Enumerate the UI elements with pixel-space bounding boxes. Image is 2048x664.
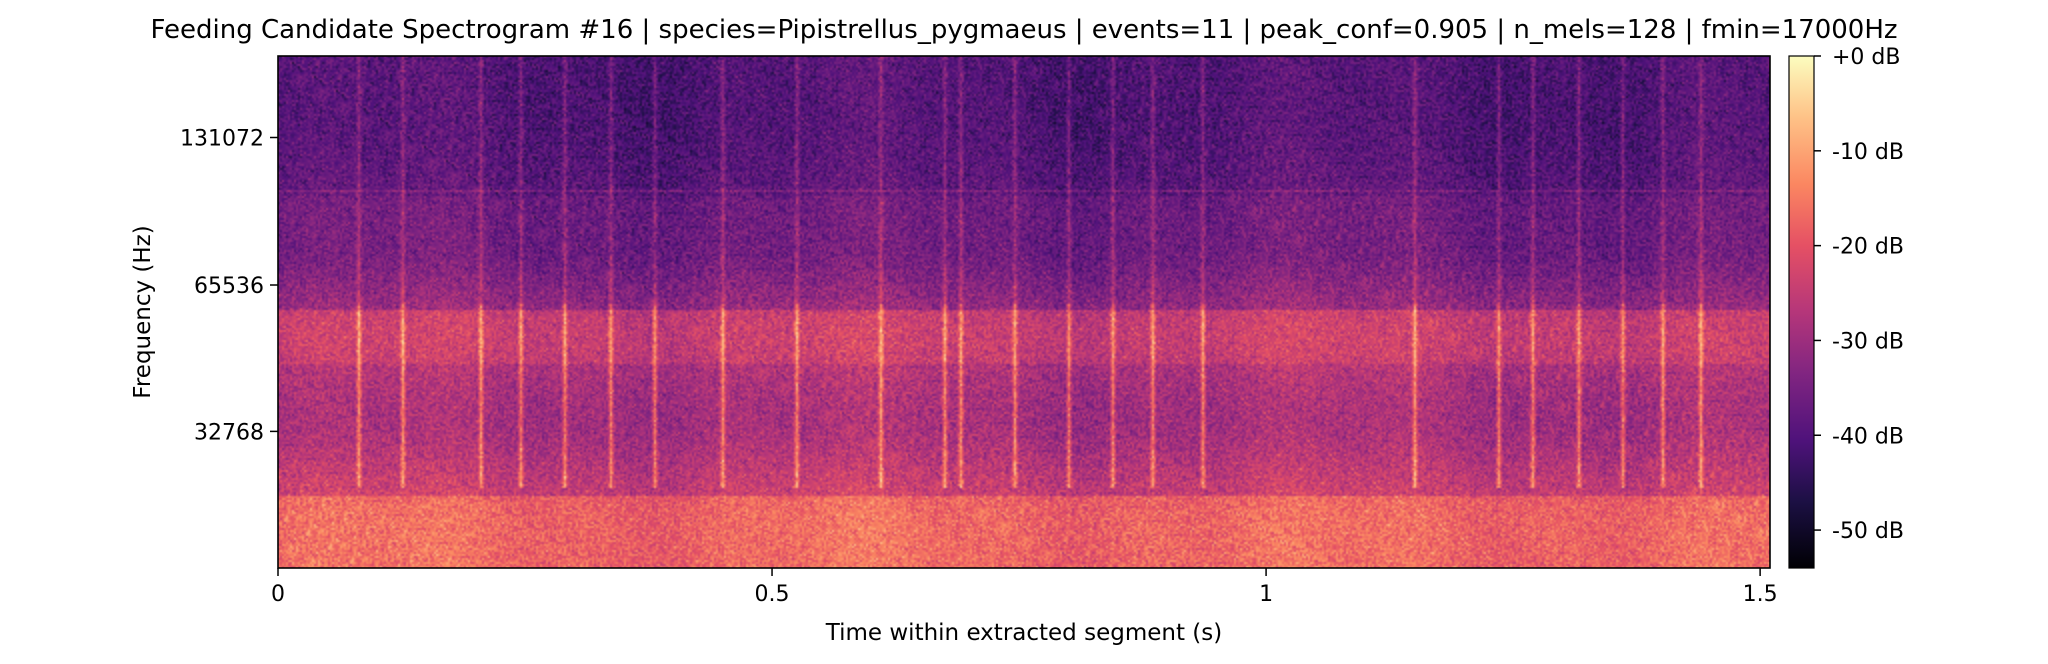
spectrogram-heatmap <box>278 56 1770 568</box>
plot-frame <box>277 55 1771 569</box>
spectrogram-plot: 0 0.5 1 1.5 32768 65536 131072 <box>180 55 1778 607</box>
y-tick-label: 131072 <box>180 127 264 152</box>
x-tick-label: 0 <box>271 582 285 607</box>
colorbar-tick-label: -40 dB <box>1832 424 1904 449</box>
colorbar-tick-label: -50 dB <box>1832 519 1904 544</box>
chart-title: Feeding Candidate Spectrogram #16 | spec… <box>150 15 1897 45</box>
y-axis-label: Frequency (Hz) <box>130 225 156 398</box>
y-tick-label: 65536 <box>194 274 264 299</box>
colorbar-ticks: +0 dB -10 dB -20 dB -30 dB -40 dB -50 dB <box>1814 45 1904 544</box>
colorbar: +0 dB -10 dB -20 dB -30 dB -40 dB -50 dB <box>1788 45 1904 569</box>
colorbar-tick-label: +0 dB <box>1832 45 1900 70</box>
y-tick-label: 32768 <box>194 420 264 445</box>
x-tick-label: 1 <box>1259 582 1273 607</box>
colorbar-tick-label: -10 dB <box>1832 140 1904 165</box>
colorbar-tick-label: -20 dB <box>1832 235 1904 260</box>
x-tick-label: 0.5 <box>755 582 790 607</box>
y-axis-ticks: 32768 65536 131072 <box>180 127 278 445</box>
colorbar-gradient <box>1788 55 1815 569</box>
x-tick-label: 1.5 <box>1743 582 1778 607</box>
x-axis-label: Time within extracted segment (s) <box>825 620 1222 646</box>
x-axis-ticks: 0 0.5 1 1.5 <box>271 568 1778 607</box>
colorbar-tick-label: -30 dB <box>1832 329 1904 354</box>
